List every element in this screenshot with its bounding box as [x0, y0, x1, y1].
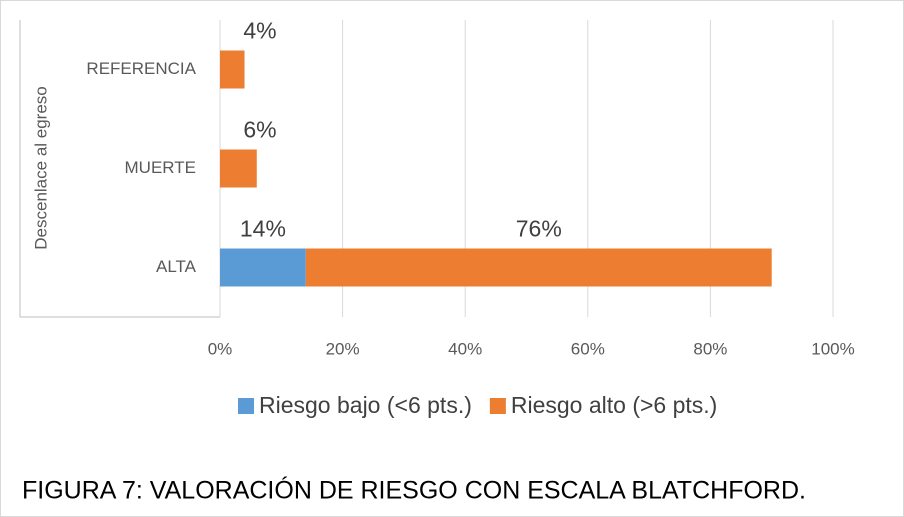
bar-segment	[220, 149, 257, 188]
y-tick-label: MUERTE	[125, 158, 196, 177]
y-tick-label: REFERENCIA	[86, 59, 196, 78]
x-tick-label: 0%	[208, 339, 233, 358]
legend-swatch	[489, 398, 506, 414]
y-tick-label: ALTA	[156, 257, 197, 276]
data-label: 4%	[243, 18, 276, 44]
y-axis-label: Descenlace al egreso	[31, 86, 50, 249]
data-label: 6%	[243, 117, 276, 143]
chart-title: FIGURA 7: VALORACIÓN DE RIESGO CON ESCAL…	[22, 476, 806, 505]
x-tick-label: 100%	[811, 339, 854, 358]
x-tick-label: 20%	[326, 339, 360, 358]
x-tick-label: 80%	[693, 339, 727, 358]
bar-segment	[220, 248, 306, 287]
bar-segment	[220, 50, 245, 89]
data-label: 14%	[240, 216, 286, 242]
x-tick-label: 60%	[571, 339, 605, 358]
bar-segment	[305, 248, 772, 287]
legend-label: Riesgo alto (>6 pts.)	[511, 392, 717, 418]
legend-label: Riesgo bajo (<6 pts.)	[259, 392, 472, 418]
axis-box	[19, 20, 220, 318]
data-label: 76%	[516, 216, 562, 242]
legend-swatch	[238, 398, 254, 414]
x-tick-label: 40%	[448, 339, 482, 358]
